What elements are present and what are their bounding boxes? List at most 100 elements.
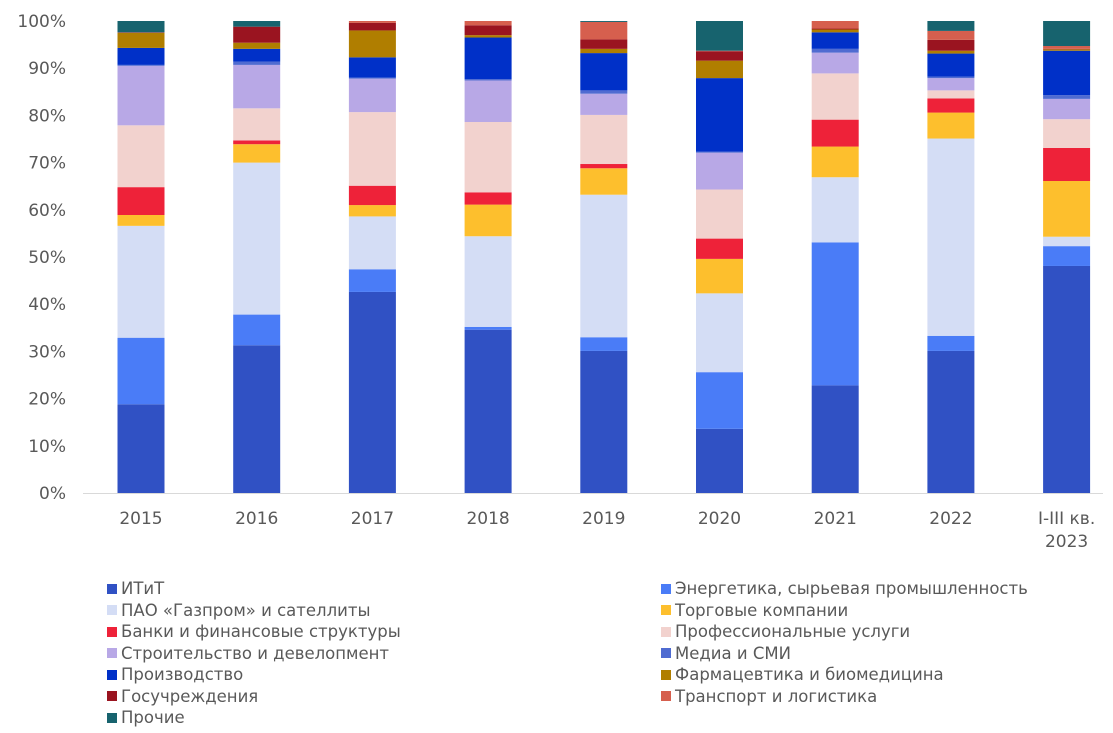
- legend-swatch: [107, 626, 117, 637]
- legend-swatch: [661, 691, 671, 702]
- bar-segment: [233, 64, 281, 109]
- bar-segment: [348, 78, 396, 113]
- x-tick-label: 2017: [351, 509, 394, 529]
- bar-segment: [1043, 46, 1091, 49]
- bar-segment: [348, 216, 396, 270]
- bar-segment: [580, 53, 628, 91]
- y-tick-label: 70%: [28, 154, 66, 174]
- bar-segment: [348, 21, 396, 23]
- legend-swatch: [107, 605, 117, 616]
- bar-segment: [580, 90, 628, 94]
- bar-segment: [233, 108, 281, 141]
- bar-segment: [1043, 236, 1091, 247]
- bar-segment: [811, 242, 859, 386]
- bar-segment: [1043, 265, 1091, 493]
- bar-segment: [811, 146, 859, 178]
- x-tick-label: 2018: [466, 509, 509, 529]
- legend-swatch: [661, 583, 671, 594]
- y-axis: 0% 10% 20% 30% 40% 50% 60% 70% 80% 90% 100%: [17, 12, 66, 504]
- legend-item: ПАО «Газпром» и сателлиты: [107, 600, 661, 622]
- bar-segment: [233, 26, 281, 43]
- bar-segment: [117, 404, 165, 493]
- legend-label: Госучреждения: [121, 686, 259, 706]
- bar-segment: [464, 122, 512, 193]
- legend-label: Банки и финансовые структуры: [121, 622, 401, 642]
- legend-swatch: [661, 605, 671, 616]
- bar-segment: [348, 57, 396, 78]
- bar-segment: [117, 47, 165, 65]
- x-tick-label: 2023: [1045, 532, 1088, 552]
- bar-segment: [927, 30, 975, 40]
- legend-label: Торговые компании: [675, 600, 849, 620]
- bar-segment: [233, 345, 281, 493]
- bar-segment: [927, 138, 975, 336]
- bar-segment: [811, 28, 859, 30]
- legend-item: Медиа и СМИ: [661, 643, 1107, 665]
- bar-segment: [696, 238, 743, 259]
- bar-segment: [117, 225, 165, 338]
- legend-label: Строительство и девелопмент: [121, 643, 390, 663]
- bar-segment: [696, 152, 743, 190]
- bar-segment: [580, 48, 628, 54]
- legend-swatch: [661, 669, 671, 680]
- bar-segment: [348, 291, 396, 493]
- bar-segment: [580, 168, 628, 195]
- bar-segment: [927, 350, 975, 493]
- y-tick-label: 100%: [17, 12, 66, 32]
- legend-swatch: [107, 712, 117, 723]
- bar-segment: [233, 314, 281, 346]
- x-tick-label: 2020: [698, 509, 741, 529]
- bar-segment: [348, 185, 396, 206]
- legend-swatch: [107, 691, 117, 702]
- legend-swatch: [661, 626, 671, 637]
- bar-segment: [696, 78, 743, 152]
- legend-label: Производство: [121, 665, 244, 685]
- x-tick-label: 2021: [814, 509, 857, 529]
- bar-segment: [1043, 98, 1091, 120]
- bar-segment: [811, 52, 859, 74]
- y-tick-label: 0%: [39, 484, 66, 504]
- bar-segment: [464, 79, 512, 81]
- bar-segment: [117, 32, 165, 48]
- bar-segment: [696, 60, 743, 79]
- bar-segment: [927, 21, 975, 31]
- legend-swatch: [661, 648, 671, 659]
- bar-segment: [927, 112, 975, 139]
- stacked-bar-chart: 0%10%20%30%40%50%60%70%80%90%100% 2015 20…: [17, 12, 1103, 552]
- bar-segment: [580, 21, 628, 40]
- y-tick-label: 90%: [28, 59, 66, 79]
- legend-item: Прочие: [107, 707, 661, 729]
- bar-segment: [464, 37, 512, 80]
- legend-label: Прочие: [121, 708, 185, 728]
- bar-segment: [580, 39, 628, 49]
- legend-item: Транспорт и логистика: [661, 686, 1107, 708]
- legend-item: Торговые компании: [661, 600, 1107, 622]
- bar-segment: [927, 98, 975, 113]
- bar-segment: [233, 61, 281, 65]
- bar-segment: [1043, 21, 1091, 47]
- x-tick-label: 2019: [582, 509, 625, 529]
- bar-segment: [1043, 119, 1091, 148]
- x-tick-label: 2016: [235, 509, 278, 529]
- bar-segment: [464, 25, 512, 36]
- bar-segment: [233, 144, 281, 163]
- bar-segment: [1043, 49, 1091, 51]
- bar-segment: [811, 119, 859, 147]
- bar-segment: [464, 35, 512, 38]
- legend-item: Строительство и девелопмент: [107, 643, 661, 665]
- legend-label: Медиа и СМИ: [675, 643, 791, 663]
- bar-segment: [348, 30, 396, 58]
- bar-segment: [117, 214, 165, 226]
- bar-segment: [117, 21, 165, 33]
- bar-segment: [580, 194, 628, 338]
- legend-item: Энергетика, сырьевая промышленность: [661, 578, 1107, 600]
- bar-segment: [580, 93, 628, 115]
- bar-segment: [233, 21, 281, 27]
- bars: [83, 21, 1103, 494]
- bar-segment: [927, 76, 975, 79]
- bar-segment: [580, 114, 628, 165]
- bar-segment: [117, 65, 165, 126]
- bar-segment: [117, 337, 165, 405]
- bar-segment: [927, 53, 975, 77]
- bar-segment: [811, 32, 859, 49]
